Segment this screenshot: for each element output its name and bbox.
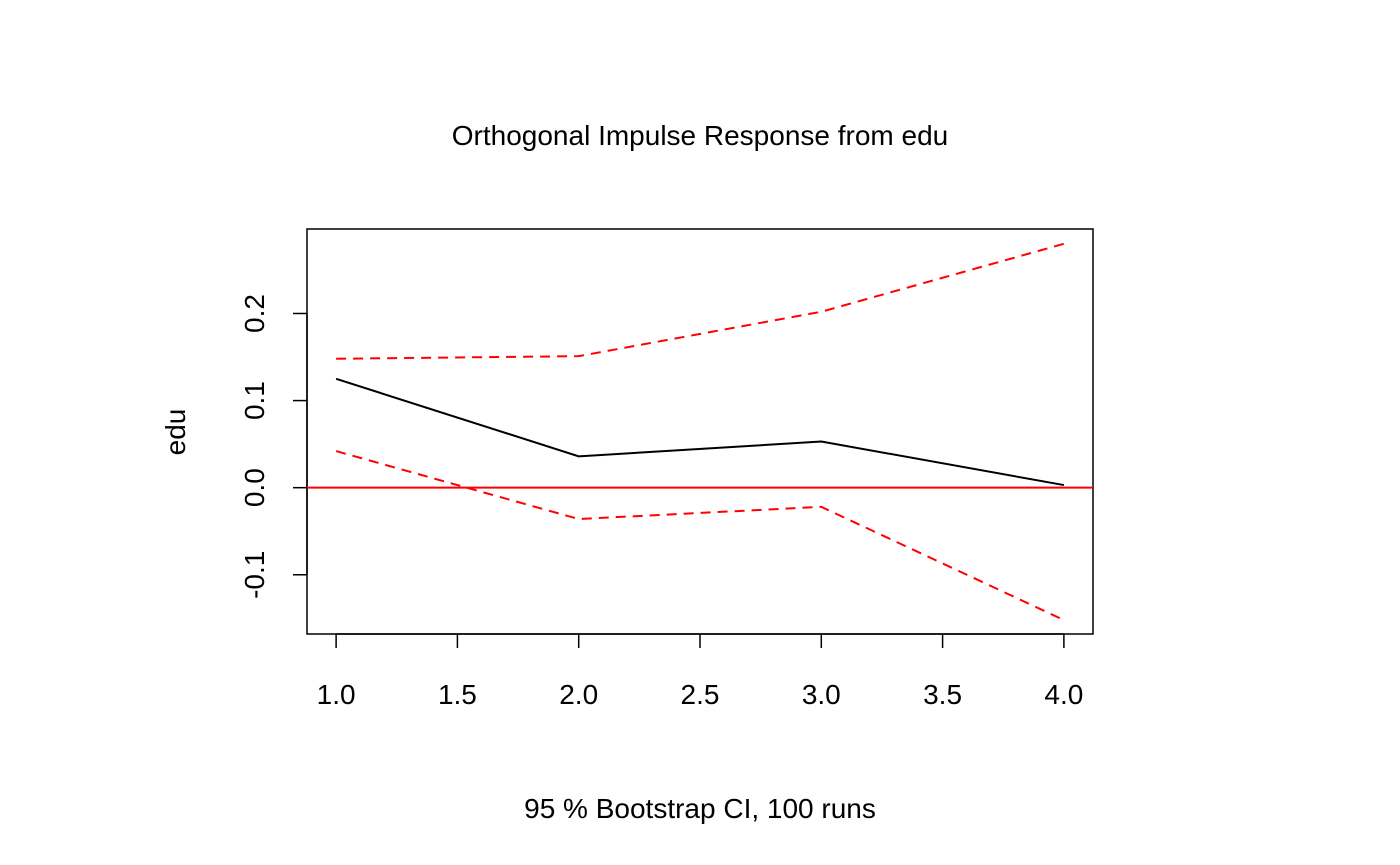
x-tick-label: 1.5 xyxy=(438,679,477,710)
response-line xyxy=(335,377,1065,487)
x-axis: 1.0 1.5 2.0 2.5 3.0 3.5 4.0 xyxy=(317,633,1083,710)
x-tick-label: 3.5 xyxy=(923,679,962,710)
x-axis-label: 95 % Bootstrap CI, 100 runs xyxy=(524,793,876,824)
plot-area xyxy=(307,242,1093,621)
y-tick-label: 0.0 xyxy=(239,468,270,507)
chart-title: Orthogonal Impulse Response from edu xyxy=(452,120,949,151)
x-tick-label: 1.0 xyxy=(317,679,356,710)
y-tick-label: -0.1 xyxy=(239,551,270,599)
y-tick-label: 0.1 xyxy=(239,381,270,420)
y-tick-label: 0.2 xyxy=(239,294,270,333)
upper-ci-line xyxy=(336,242,1065,360)
y-axis-label: edu xyxy=(160,409,191,456)
x-tick-label: 2.0 xyxy=(559,679,598,710)
plot-frame xyxy=(306,228,1094,635)
x-tick-label: 2.5 xyxy=(681,679,720,710)
y-axis: -0.1 0.0 0.1 0.2 xyxy=(239,294,308,599)
x-tick-label: 3.0 xyxy=(802,679,841,710)
lower-ci-line xyxy=(335,450,1065,621)
x-tick-label: 4.0 xyxy=(1044,679,1083,710)
